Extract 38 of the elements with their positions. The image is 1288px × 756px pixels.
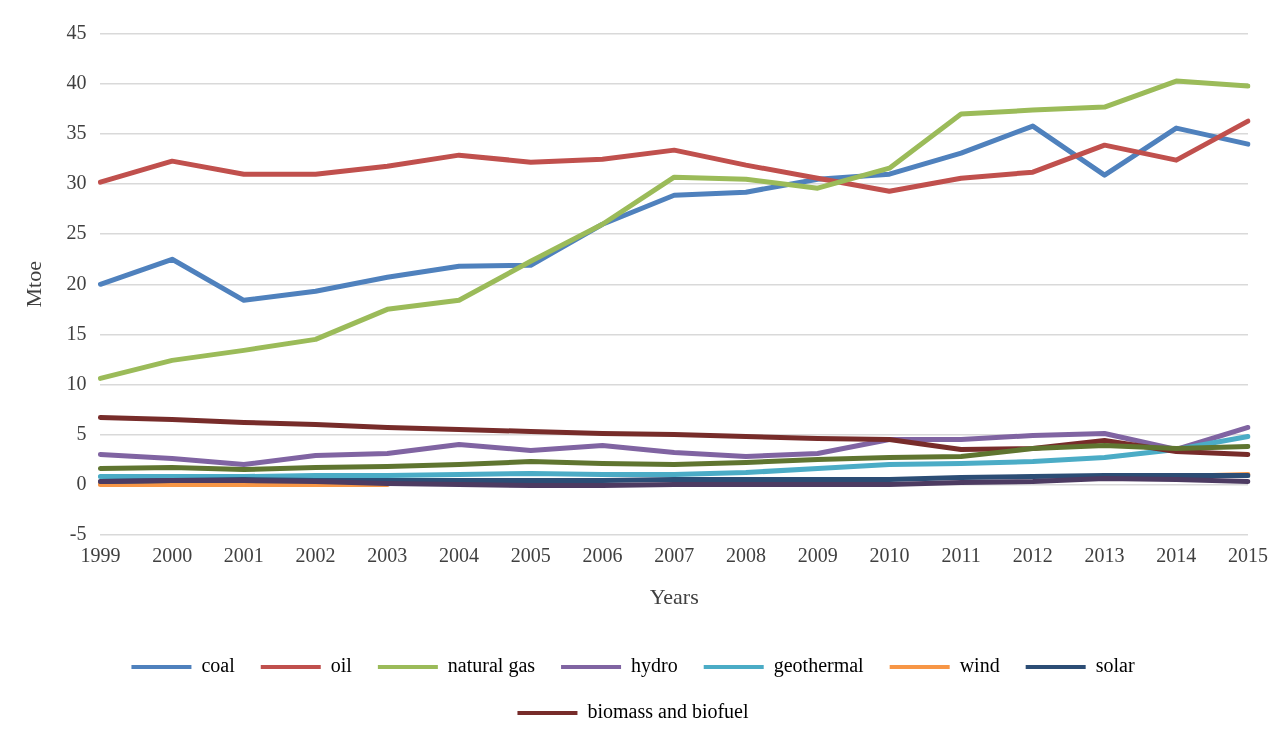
y-tick-label: 10 — [66, 371, 87, 394]
x-tick-label: 2009 — [797, 543, 838, 566]
x-tick-label: 2003 — [367, 543, 408, 566]
y-tick-label: 40 — [66, 71, 87, 94]
x-tick-label: 2013 — [1084, 543, 1125, 566]
legend-label: coal — [201, 654, 236, 677]
y-tick-label: 35 — [66, 121, 87, 144]
y-tick-label: 45 — [66, 21, 87, 44]
legend-label: wind — [959, 654, 1000, 677]
y-tick-label: -5 — [69, 521, 87, 544]
x-tick-label: 2004 — [439, 543, 480, 566]
x-tick-label: 2008 — [725, 543, 766, 566]
x-tick-label: 2007 — [654, 543, 695, 566]
legend-label: oil — [330, 654, 353, 677]
y-tick-label: 30 — [66, 171, 87, 194]
x-tick-label: 1999 — [80, 543, 121, 566]
x-tick-label: 2011 — [941, 543, 981, 566]
x-tick-label: 2005 — [510, 543, 551, 566]
x-tick-label: 2014 — [1156, 543, 1197, 566]
x-tick-label: 2006 — [582, 543, 623, 566]
y-tick-label: 5 — [76, 421, 87, 444]
legend-label: hydro — [631, 654, 678, 678]
legend-label: geothermal — [773, 654, 865, 678]
x-tick-label: 2015 — [1228, 543, 1268, 566]
x-tick-label: 2000 — [152, 543, 193, 566]
y-tick-label: 25 — [66, 221, 87, 244]
legend-label: biomass and biofuel — [587, 700, 749, 723]
x-tick-label: 2001 — [223, 543, 264, 566]
x-tick-label: 2012 — [1012, 543, 1053, 566]
y-tick-label: 20 — [66, 271, 87, 294]
y-tick-label: 15 — [66, 321, 87, 344]
y-axis-title: Mtoe — [20, 261, 46, 308]
x-axis-title: Years — [649, 583, 699, 609]
x-tick-label: 2010 — [869, 543, 910, 566]
legend-label: solar — [1095, 654, 1135, 677]
x-tick-label: 2002 — [295, 543, 336, 566]
y-tick-label: 0 — [76, 471, 87, 494]
legend-label: natural gas — [447, 654, 536, 678]
